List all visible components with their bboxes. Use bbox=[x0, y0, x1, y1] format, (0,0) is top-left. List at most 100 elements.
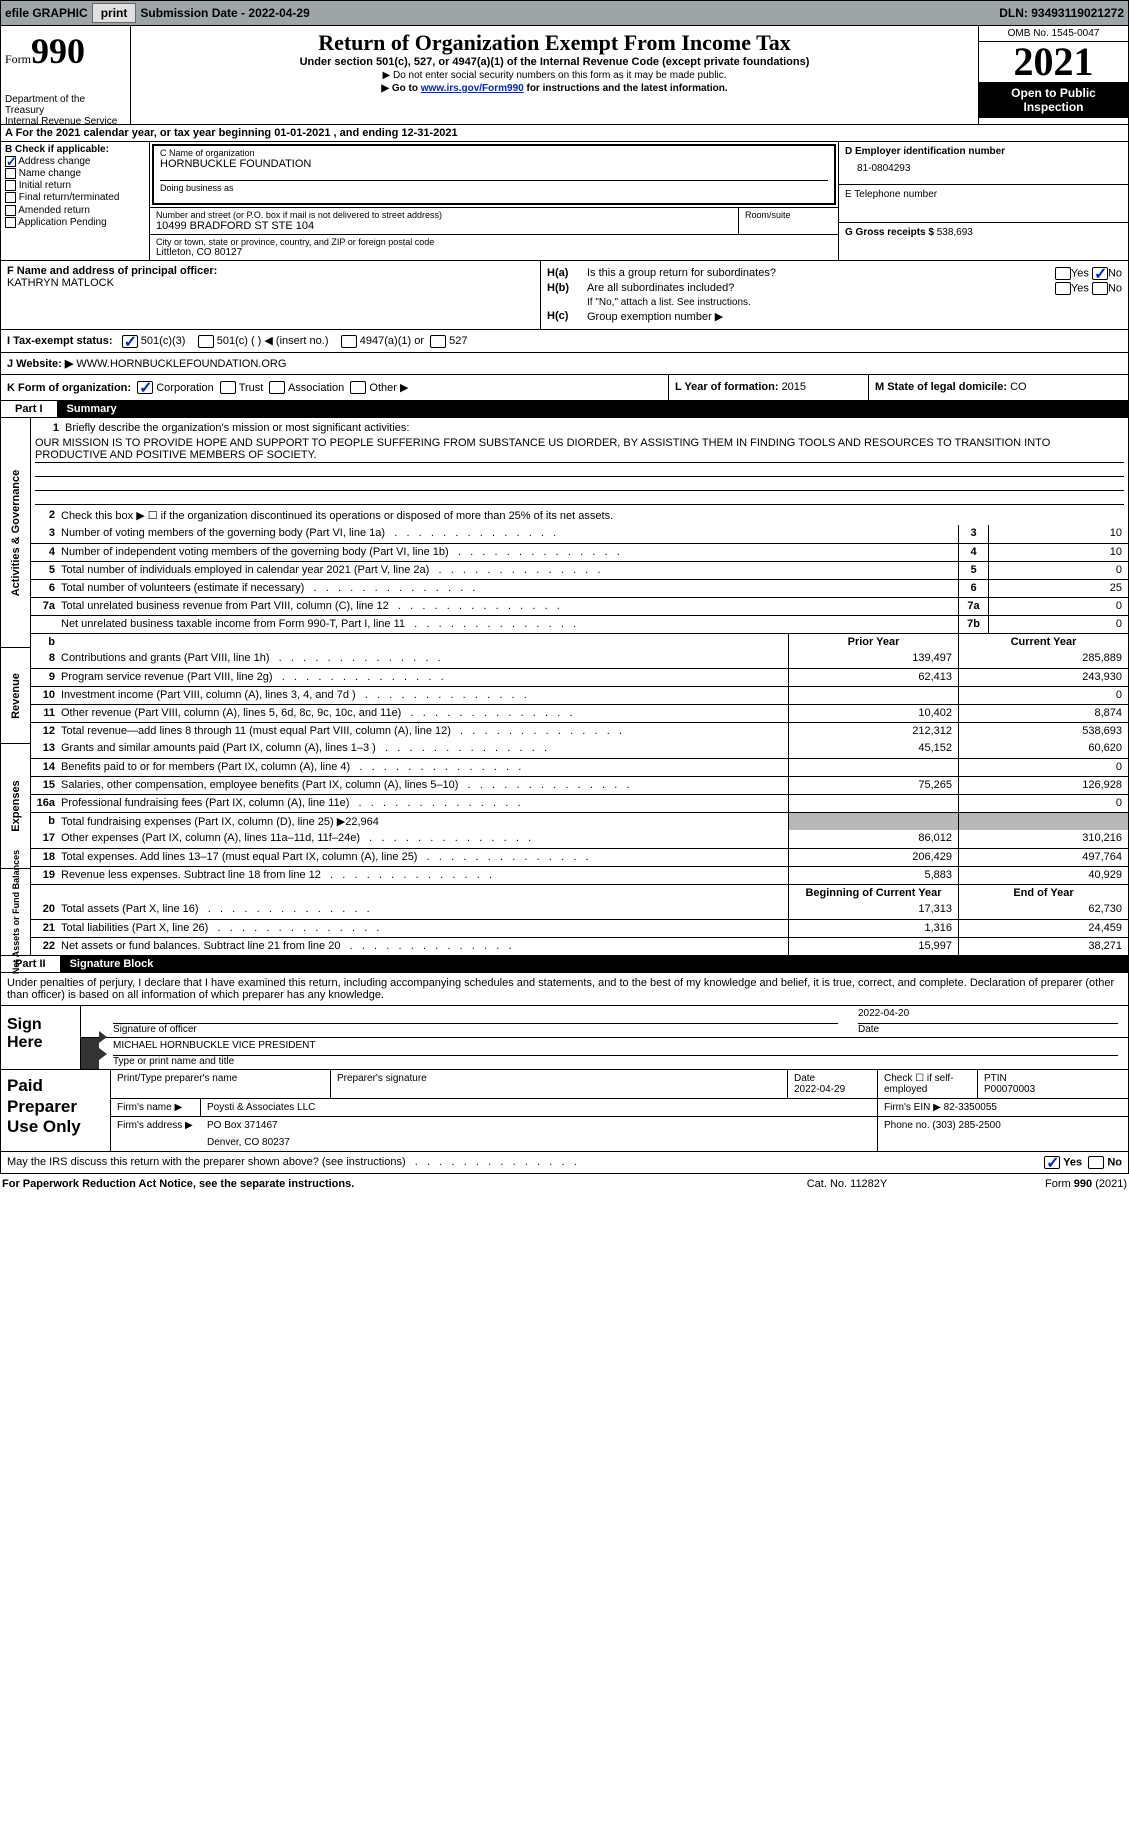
summary-line: 8Contributions and grants (Part VIII, li… bbox=[31, 650, 1128, 668]
check-other[interactable] bbox=[350, 381, 366, 394]
summary-line: 3Number of voting members of the governi… bbox=[31, 525, 1128, 543]
check-4947[interactable] bbox=[341, 335, 357, 348]
m-state: M State of legal domicile: CO bbox=[868, 375, 1128, 401]
summary-line: 14Benefits paid to or for members (Part … bbox=[31, 758, 1128, 776]
summary-line: 18Total expenses. Add lines 13–17 (must … bbox=[31, 848, 1128, 866]
row-a-period: A For the 2021 calendar year, or tax yea… bbox=[0, 125, 1129, 142]
paid-preparer-block: Paid Preparer Use Only Print/Type prepar… bbox=[0, 1070, 1129, 1152]
summary-line: 10Investment income (Part VIII, column (… bbox=[31, 686, 1128, 704]
h-c-row: H(c)Group exemption number ▶ bbox=[547, 310, 1122, 323]
h-a-row: H(a)Is this a group return for subordina… bbox=[547, 267, 1122, 280]
discuss-row: May the IRS discuss this return with the… bbox=[0, 1152, 1129, 1174]
line-2: 2Check this box ▶ ☐ if the organization … bbox=[31, 507, 1128, 525]
tel-label: E Telephone number bbox=[845, 189, 1122, 200]
summary-line: 19Revenue less expenses. Subtract line 1… bbox=[31, 866, 1128, 884]
sign-here-block: Sign Here Signature of officer 2022-04-2… bbox=[0, 1006, 1129, 1070]
summary-line: 15Salaries, other compensation, employee… bbox=[31, 776, 1128, 794]
form-title: Return of Organization Exempt From Incom… bbox=[135, 30, 974, 56]
check-527[interactable] bbox=[430, 335, 446, 348]
row-k: K Form of organization: Corporation Trus… bbox=[0, 375, 1129, 402]
summary-line: 6Total number of volunteers (estimate if… bbox=[31, 579, 1128, 597]
vtab-revenue: Revenue bbox=[10, 673, 22, 719]
end-year-hdr: End of Year bbox=[958, 885, 1128, 901]
summary-line: 7aTotal unrelated business revenue from … bbox=[31, 597, 1128, 615]
page-footer: For Paperwork Reduction Act Notice, see … bbox=[0, 1174, 1129, 1194]
officer-name-title: MICHAEL HORNBUCKLE VICE PRESIDENT bbox=[113, 1040, 1118, 1056]
arrow-icon bbox=[81, 1038, 99, 1069]
dba-label: Doing business as bbox=[160, 180, 828, 193]
vtab-activities: Activities & Governance bbox=[10, 469, 22, 596]
k-form-org: K Form of organization: Corporation Trus… bbox=[1, 375, 668, 401]
header-right: OMB No. 1545-0047 2021 Open to Public In… bbox=[978, 26, 1128, 124]
discuss-no[interactable] bbox=[1088, 1156, 1104, 1169]
line-16b: b Total fundraising expenses (Part IX, c… bbox=[31, 812, 1128, 830]
summary-line: 5Total number of individuals employed in… bbox=[31, 561, 1128, 579]
prior-year-hdr: Prior Year bbox=[788, 634, 958, 650]
org-name-label: C Name of organization bbox=[160, 148, 828, 158]
summary-line: 20Total assets (Part X, line 16)17,31362… bbox=[31, 901, 1128, 919]
dept-label: Department of the Treasury bbox=[5, 94, 126, 116]
submission-label: Submission Date - 2022-04-29 bbox=[140, 6, 309, 20]
gross-value: 538,693 bbox=[937, 227, 973, 238]
summary-line: 17Other expenses (Part IX, column (A), l… bbox=[31, 830, 1128, 848]
summary-section: Activities & Governance Revenue Expenses… bbox=[0, 418, 1129, 956]
room-label: Room/suite bbox=[745, 210, 832, 220]
irs-label: Internal Revenue Service bbox=[5, 116, 126, 120]
check-item[interactable]: Amended return bbox=[5, 205, 145, 216]
check-item[interactable]: Initial return bbox=[5, 180, 145, 191]
mission-text: OUR MISSION IS TO PROVIDE HOPE AND SUPPO… bbox=[35, 436, 1124, 463]
summary-line: 16aProfessional fundraising fees (Part I… bbox=[31, 794, 1128, 812]
efile-label: efile GRAPHIC bbox=[5, 6, 88, 20]
org-name: HORNBUCKLE FOUNDATION bbox=[160, 158, 828, 170]
col-d: D Employer identification number 81-0804… bbox=[838, 142, 1128, 260]
h-b-note: If "No," attach a list. See instructions… bbox=[547, 297, 1122, 308]
prep-row-3: Firm's address ▶ PO Box 371467Denver, CO… bbox=[111, 1117, 1128, 1151]
gross-label: G Gross receipts $ bbox=[845, 227, 937, 238]
prep-row-1: Print/Type preparer's name Preparer's si… bbox=[111, 1070, 1128, 1099]
summary-line: 11Other revenue (Part VIII, column (A), … bbox=[31, 704, 1128, 722]
section-bcd: B Check if applicable: Address change Na… bbox=[0, 142, 1129, 261]
ein-value: 81-0804293 bbox=[845, 157, 1122, 180]
header-left: Form990 Department of the Treasury Inter… bbox=[1, 26, 131, 124]
summary-line: 22Net assets or fund balances. Subtract … bbox=[31, 937, 1128, 955]
paid-preparer-label: Paid Preparer Use Only bbox=[1, 1070, 111, 1151]
vtab-net: Net Assets or Fund Balances bbox=[11, 850, 21, 974]
top-bar: efile GRAPHIC print Submission Date - 20… bbox=[0, 0, 1129, 26]
check-item[interactable]: Address change bbox=[5, 156, 145, 167]
form-header: Form990 Department of the Treasury Inter… bbox=[0, 26, 1129, 125]
open-to-public: Open to Public Inspection bbox=[979, 82, 1128, 118]
print-button[interactable]: print bbox=[92, 3, 137, 23]
tel-box: E Telephone number bbox=[839, 185, 1128, 223]
discuss-yes[interactable] bbox=[1044, 1156, 1060, 1169]
check-item[interactable]: Application Pending bbox=[5, 217, 145, 228]
section-fh: F Name and address of principal officer:… bbox=[0, 261, 1129, 330]
begin-year-hdr: Beginning of Current Year bbox=[788, 885, 958, 901]
check-item[interactable]: Final return/terminated bbox=[5, 192, 145, 203]
officer-name: KATHRYN MATLOCK bbox=[7, 277, 534, 289]
note-goto: ▶ Go to www.irs.gov/Form990 for instruct… bbox=[135, 83, 974, 94]
sig-date: 2022-04-20 bbox=[858, 1008, 1118, 1024]
check-assoc[interactable] bbox=[269, 381, 285, 394]
org-name-box: C Name of organization HORNBUCKLE FOUNDA… bbox=[152, 144, 836, 205]
city-label: City or town, state or province, country… bbox=[156, 237, 832, 247]
note-ssn: ▶ Do not enter social security numbers o… bbox=[135, 70, 974, 81]
check-item[interactable]: Name change bbox=[5, 168, 145, 179]
irs-link[interactable]: www.irs.gov/Form990 bbox=[421, 83, 524, 94]
check-501c3[interactable] bbox=[122, 335, 138, 348]
check-corp[interactable] bbox=[137, 381, 153, 394]
line-1: 1Briefly describe the organization's mis… bbox=[31, 418, 1128, 507]
summary-line: 12Total revenue—add lines 8 through 11 (… bbox=[31, 722, 1128, 740]
l-year: L Year of formation: 2015 bbox=[668, 375, 868, 401]
check-501c[interactable] bbox=[198, 335, 214, 348]
vertical-tabs: Activities & Governance Revenue Expenses… bbox=[1, 418, 31, 955]
sign-here-label: Sign Here bbox=[1, 1006, 81, 1069]
header-mid: Return of Organization Exempt From Incom… bbox=[131, 26, 978, 124]
addr-label: Number and street (or P.O. box if mail i… bbox=[156, 210, 732, 220]
summary-line: 9Program service revenue (Part VIII, lin… bbox=[31, 668, 1128, 686]
row-j-website: J Website: ▶ WWW.HORNBUCKLEFOUNDATION.OR… bbox=[0, 353, 1129, 375]
col-c: C Name of organization HORNBUCKLE FOUNDA… bbox=[149, 142, 838, 260]
officer-label: F Name and address of principal officer: bbox=[7, 265, 217, 277]
ein-label: D Employer identification number bbox=[845, 146, 1122, 157]
sig-officer-label: Signature of officer bbox=[113, 1024, 838, 1035]
check-trust[interactable] bbox=[220, 381, 236, 394]
